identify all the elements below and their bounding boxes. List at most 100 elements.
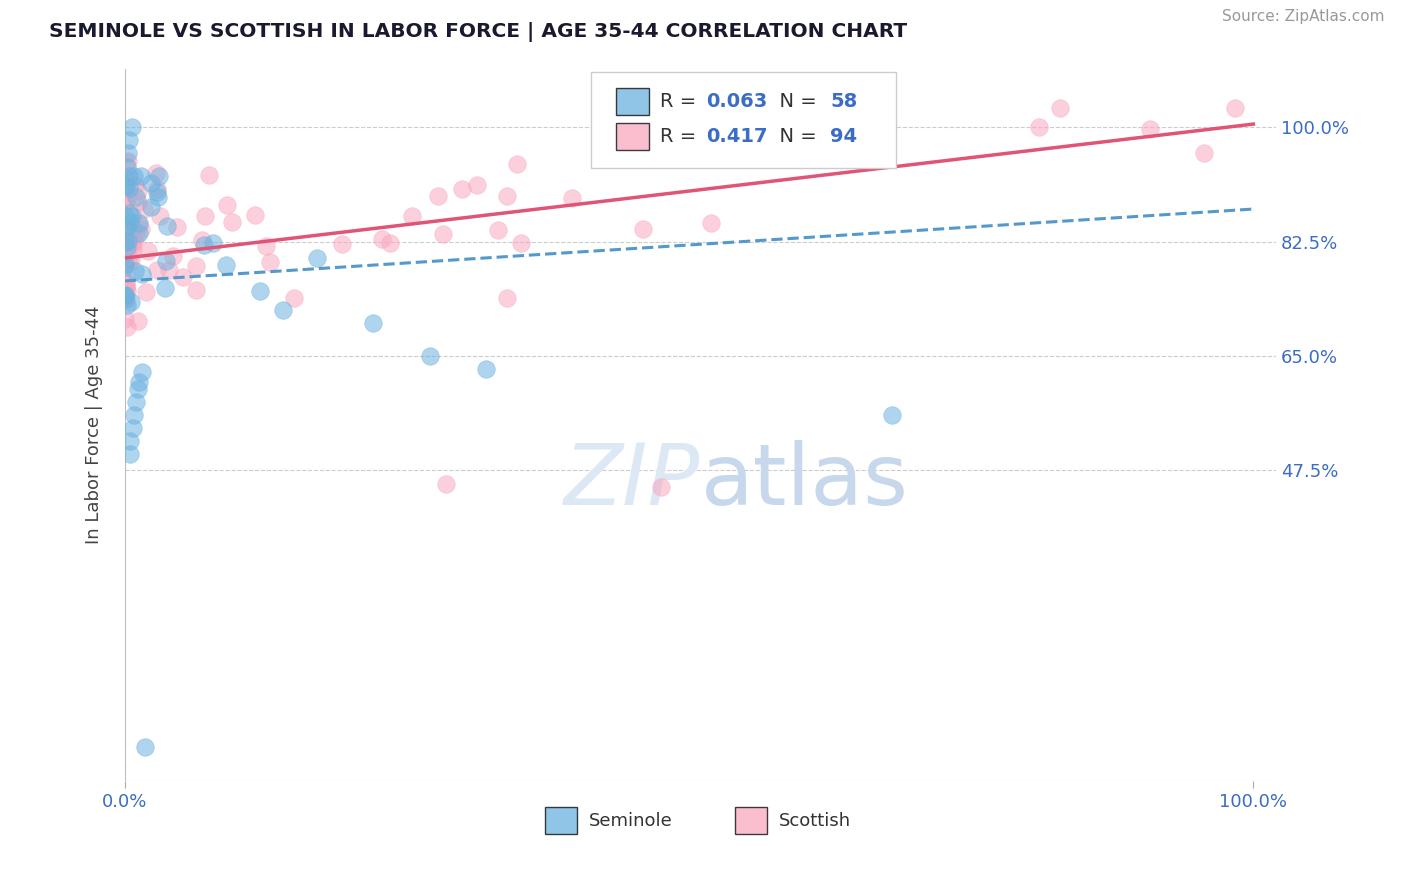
FancyBboxPatch shape	[616, 123, 648, 151]
Point	[141, 200, 163, 214]
Point	[114, 173, 136, 187]
Point	[120, 294, 142, 309]
Point	[156, 219, 179, 233]
Point	[146, 182, 169, 196]
Point	[114, 254, 136, 268]
Point	[117, 234, 139, 248]
Point	[1049, 101, 1071, 115]
Point	[496, 292, 519, 306]
Point	[271, 303, 294, 318]
Point	[114, 257, 136, 271]
Point	[330, 236, 353, 251]
Point	[131, 366, 153, 380]
Text: 0.417: 0.417	[706, 128, 768, 146]
Point	[495, 189, 517, 203]
Point	[115, 276, 138, 290]
Point	[118, 256, 141, 270]
Point	[561, 191, 583, 205]
Point	[121, 242, 143, 256]
Text: 0.063: 0.063	[706, 92, 768, 111]
Point	[118, 169, 141, 183]
Point	[138, 244, 160, 258]
Point	[125, 394, 148, 409]
Point	[419, 349, 441, 363]
Point	[427, 189, 450, 203]
Point	[121, 209, 143, 223]
Point	[115, 219, 138, 234]
Point	[120, 213, 142, 227]
Point	[114, 292, 136, 306]
FancyBboxPatch shape	[616, 87, 648, 115]
Point	[131, 267, 153, 281]
Point	[305, 251, 328, 265]
Point	[114, 178, 136, 193]
Point	[146, 186, 169, 200]
Point	[128, 376, 150, 390]
Point	[215, 198, 238, 212]
Point	[1028, 120, 1050, 134]
Point	[371, 232, 394, 246]
Text: Source: ZipAtlas.com: Source: ZipAtlas.com	[1222, 9, 1385, 24]
Point	[650, 480, 672, 494]
Point	[122, 220, 145, 235]
Point	[121, 421, 143, 435]
Point	[114, 209, 136, 223]
Point	[191, 233, 214, 247]
Point	[114, 233, 136, 247]
Point	[121, 235, 143, 250]
Point	[121, 120, 143, 135]
Point	[122, 408, 145, 422]
Point	[148, 169, 170, 184]
Point	[215, 258, 238, 272]
Point	[114, 223, 136, 237]
Point	[114, 195, 136, 210]
Point	[114, 273, 136, 287]
Point	[465, 178, 488, 192]
Point	[114, 244, 136, 258]
Point	[120, 434, 142, 448]
Point	[122, 235, 145, 249]
Point	[1194, 145, 1216, 160]
Point	[796, 142, 818, 156]
Point	[134, 739, 156, 754]
Point	[129, 169, 152, 183]
Point	[139, 176, 162, 190]
Point	[509, 235, 531, 250]
Point	[127, 195, 149, 210]
Point	[124, 190, 146, 204]
Point	[114, 289, 136, 303]
Point	[378, 235, 401, 250]
Point	[221, 214, 243, 228]
Point	[259, 254, 281, 268]
Point	[436, 476, 458, 491]
Point	[114, 260, 136, 274]
Point	[153, 281, 176, 295]
Point	[631, 221, 654, 235]
Point	[450, 182, 472, 196]
Point	[128, 218, 150, 232]
Point	[432, 227, 454, 241]
Point	[114, 235, 136, 249]
Point	[115, 230, 138, 244]
Point	[1139, 122, 1161, 136]
Point	[117, 154, 139, 169]
Text: N =: N =	[768, 92, 823, 111]
Point	[114, 287, 136, 301]
Point	[118, 250, 141, 264]
Point	[124, 169, 146, 183]
Text: R =: R =	[659, 128, 703, 146]
Point	[118, 133, 141, 147]
Point	[184, 284, 207, 298]
Point	[117, 222, 139, 236]
Point	[125, 228, 148, 243]
Point	[135, 285, 157, 299]
Point	[115, 281, 138, 295]
Point	[115, 195, 138, 210]
Point	[145, 166, 167, 180]
Text: 58: 58	[831, 92, 858, 111]
Point	[128, 226, 150, 240]
Point	[184, 259, 207, 273]
Point	[361, 317, 384, 331]
Point	[114, 251, 136, 265]
Text: 94: 94	[831, 128, 858, 146]
